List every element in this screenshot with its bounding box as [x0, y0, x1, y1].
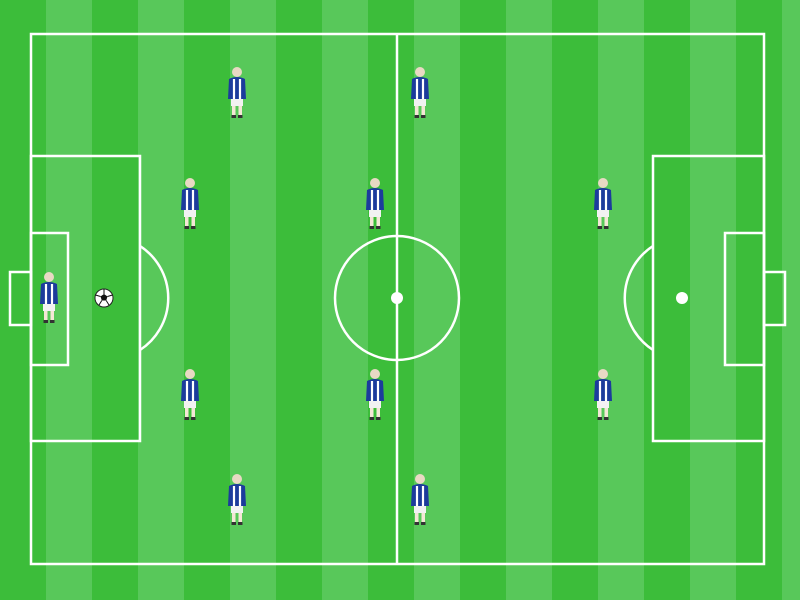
left-penalty-arc	[139, 244, 170, 352]
center-spot	[391, 292, 403, 304]
player-defender-2[interactable]	[179, 177, 201, 231]
center-circle	[333, 234, 461, 362]
player-defender-5[interactable]	[226, 473, 248, 527]
player-forward-11[interactable]	[592, 368, 614, 422]
right-goal-area	[723, 231, 766, 367]
left-goal	[8, 270, 33, 327]
player-forward-10[interactable]	[592, 177, 614, 231]
right-penalty-spot	[676, 292, 688, 304]
player-midfielder-9[interactable]	[409, 473, 431, 527]
right-goal	[762, 270, 787, 327]
player-midfielder-7[interactable]	[364, 368, 386, 422]
right-penalty-arc	[623, 244, 654, 352]
player-goalkeeper-1[interactable]	[38, 271, 60, 325]
player-defender-4[interactable]	[226, 66, 248, 120]
soccer-ball-icon[interactable]	[94, 288, 114, 308]
player-defender-3[interactable]	[179, 368, 201, 422]
right-penalty-area	[651, 154, 766, 443]
player-midfielder-6[interactable]	[364, 177, 386, 231]
player-midfielder-8[interactable]	[409, 66, 431, 120]
